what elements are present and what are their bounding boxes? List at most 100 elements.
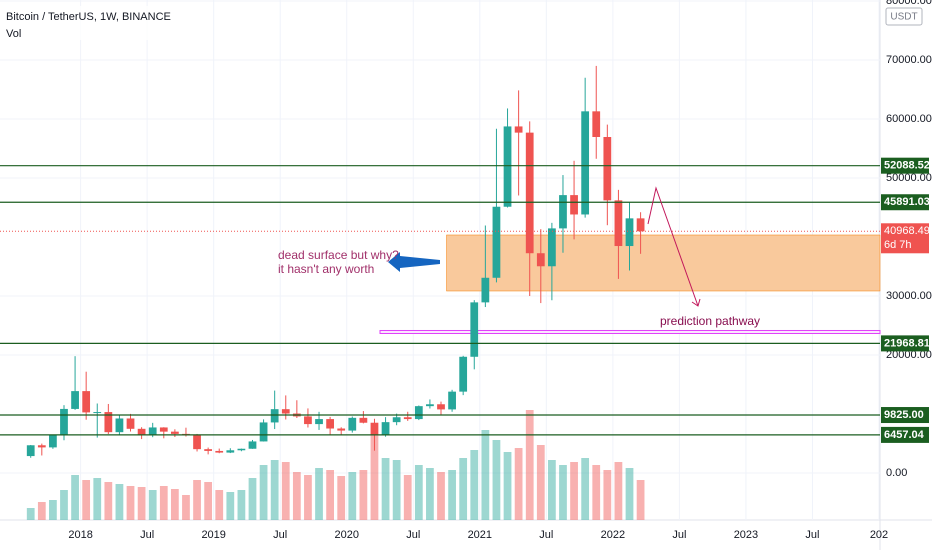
x-tick-label: Jul xyxy=(805,529,819,541)
candle-body xyxy=(503,126,512,207)
x-tick-label: Jul xyxy=(672,529,686,541)
volume-bar xyxy=(82,480,91,520)
y-tick-label: 70000.00 xyxy=(886,54,932,66)
x-tick-label: Jul xyxy=(140,529,154,541)
volume-bar xyxy=(370,435,379,520)
volume-bar xyxy=(548,460,556,520)
candle-body xyxy=(93,412,102,414)
candle-body xyxy=(603,136,612,201)
volume-bar xyxy=(93,478,102,520)
candle-body xyxy=(592,111,601,137)
volume-bar xyxy=(281,462,290,520)
volume-bar xyxy=(636,480,645,520)
x-tick-label: Jul xyxy=(539,529,553,541)
volume-bar xyxy=(215,490,224,520)
level-label-bg xyxy=(881,426,929,443)
candle-body xyxy=(148,427,157,436)
candle-body xyxy=(37,445,46,448)
candle-body xyxy=(281,409,290,414)
volume-bar xyxy=(337,476,346,520)
volume-bar xyxy=(170,489,179,520)
candle-body xyxy=(359,417,368,423)
prediction-arrowhead xyxy=(691,298,701,307)
volume-bar xyxy=(304,475,312,520)
x-tick-label: 2021 xyxy=(468,529,492,541)
volume-bar xyxy=(459,458,468,520)
volume-bar xyxy=(492,440,501,520)
volume-bar xyxy=(248,478,257,520)
candle-body xyxy=(348,417,357,431)
volume-bar xyxy=(71,475,79,520)
volume-bar xyxy=(614,462,623,520)
volume-bar xyxy=(392,460,401,520)
volume-bar xyxy=(448,470,456,520)
candle-body xyxy=(381,422,390,436)
volume-label: Vol xyxy=(6,28,21,40)
volume-bar xyxy=(437,472,445,520)
candle-body xyxy=(559,195,567,229)
candle-body xyxy=(525,132,534,254)
candle-body xyxy=(581,111,590,215)
volume-bar xyxy=(26,508,35,520)
y-tick-label: 60000.00 xyxy=(886,113,932,125)
volume-bar xyxy=(481,430,490,520)
volume-bar xyxy=(581,458,590,520)
axes: 0.00 20000.00 30000.00 50000.00 60000.00 7000… xyxy=(68,0,932,541)
support-line xyxy=(379,329,881,334)
candle-body xyxy=(403,417,412,420)
candle-body xyxy=(481,277,490,303)
level-label: 52088.52 xyxy=(884,160,930,172)
level-label: 9825.00 xyxy=(884,409,924,421)
level-label: 45891.03 xyxy=(884,196,930,208)
volume-bar xyxy=(625,468,634,520)
candle-body xyxy=(170,431,179,434)
current-price: 40968.49 xyxy=(884,225,930,237)
volume-bar xyxy=(315,468,323,520)
level-label-bg xyxy=(881,194,929,211)
volume-bar xyxy=(270,460,279,520)
volume-bar xyxy=(292,472,301,520)
candle-body xyxy=(492,206,501,278)
legend-bg xyxy=(3,6,153,40)
x-tick-label: Jul xyxy=(273,529,287,541)
current-price-bg xyxy=(881,223,929,254)
candle-body xyxy=(60,408,68,435)
x-tick-label: 2020 xyxy=(335,529,359,541)
currency-box xyxy=(885,7,923,26)
candle-body xyxy=(248,441,257,449)
volume-bar xyxy=(470,450,479,520)
candle-body xyxy=(215,450,224,453)
volume-bar xyxy=(503,452,512,520)
candle-body xyxy=(625,218,634,247)
volume-bar xyxy=(603,470,612,520)
volume-bar xyxy=(237,490,246,520)
candle-body xyxy=(548,228,556,267)
candle-body xyxy=(226,450,235,453)
volume-bar xyxy=(37,502,46,520)
volume-bar xyxy=(115,484,124,520)
volume-bar xyxy=(414,465,423,520)
volume-bar xyxy=(348,472,357,520)
y-tick-label: 30000.00 xyxy=(886,290,932,302)
candle-body xyxy=(237,448,246,451)
candle-body xyxy=(337,428,346,431)
volume-bar xyxy=(126,486,135,520)
level-label: 6457.04 xyxy=(884,429,925,441)
level-label-bg xyxy=(881,407,929,424)
candle-body xyxy=(193,435,201,450)
candle-body xyxy=(204,449,213,451)
candle-body xyxy=(636,218,645,232)
volume-bar xyxy=(104,482,113,520)
volume-bar xyxy=(49,500,57,520)
candle-body xyxy=(514,126,523,133)
candle-body xyxy=(104,412,113,433)
x-tick-label: Jul xyxy=(406,529,420,541)
candle-body xyxy=(426,404,434,407)
candle-body xyxy=(414,406,423,420)
candle-body xyxy=(536,253,545,267)
volume-bar xyxy=(570,462,578,520)
y-tick-label: 80000.00 xyxy=(886,0,932,7)
candle-body xyxy=(326,419,334,429)
candle-body xyxy=(614,200,623,247)
